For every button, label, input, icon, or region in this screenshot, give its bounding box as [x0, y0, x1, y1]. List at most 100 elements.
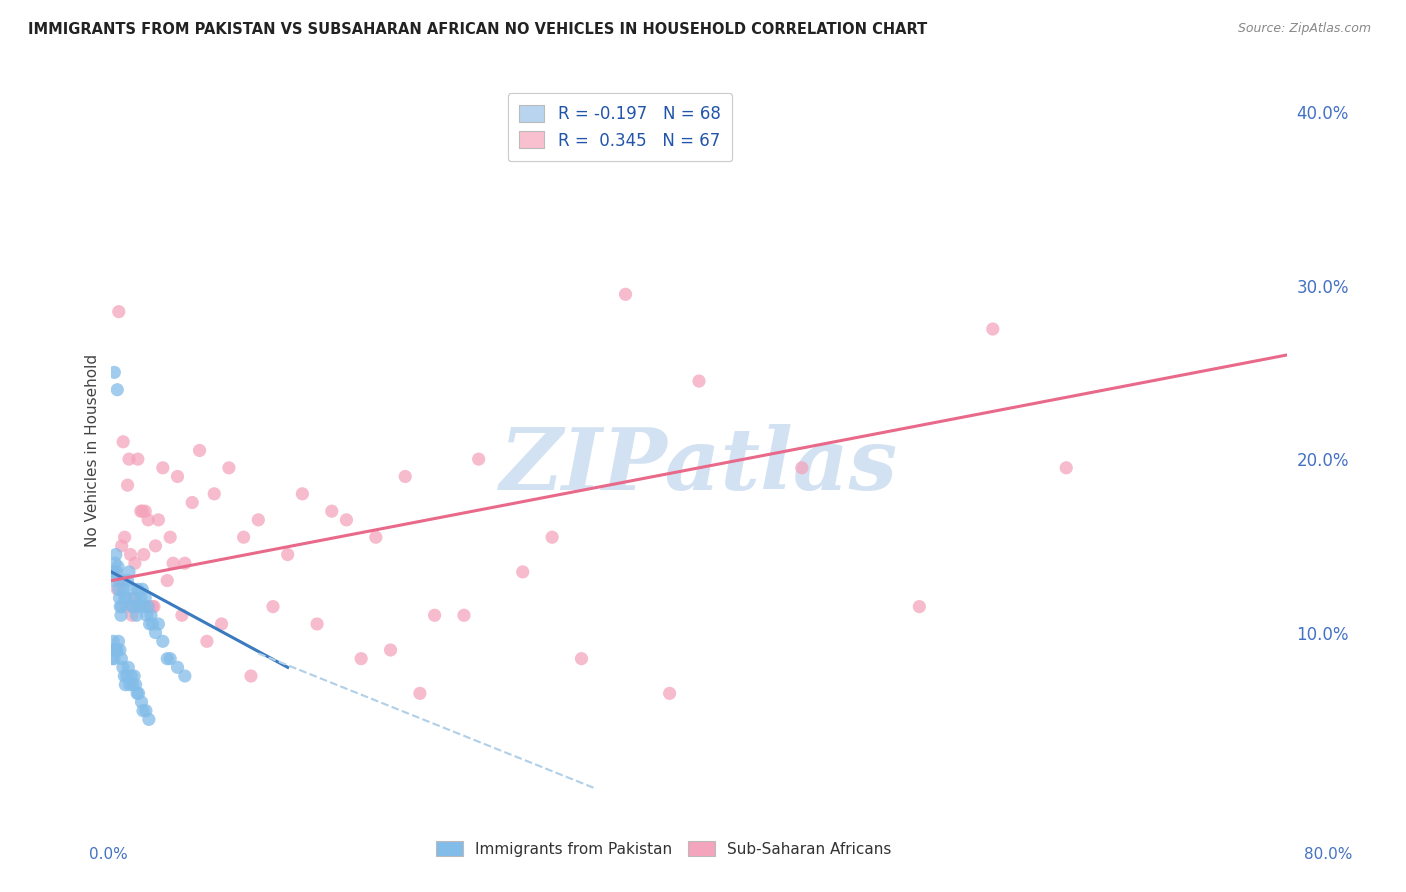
Point: [105, 565, 128, 579]
Point: [202, 487, 225, 501]
Point: [162, 556, 184, 570]
Point: [394, 469, 416, 483]
Point: [127, 452, 149, 467]
Point: [105, 582, 128, 597]
Point: [132, 599, 155, 614]
Point: [134, 591, 156, 605]
Point: [124, 556, 146, 570]
Point: [141, 599, 163, 614]
Point: [136, 513, 159, 527]
Point: [132, 548, 155, 562]
Y-axis label: No Vehicles in Household: No Vehicles in Household: [86, 354, 100, 547]
Point: [129, 591, 152, 605]
Point: [129, 504, 152, 518]
Point: [105, 383, 128, 397]
Point: [101, 651, 124, 665]
Point: [127, 582, 149, 597]
Point: [115, 591, 138, 605]
Point: [291, 487, 314, 501]
Point: [152, 460, 174, 475]
Point: [170, 608, 193, 623]
Point: [139, 608, 162, 623]
Point: [124, 678, 146, 692]
Point: [120, 582, 142, 597]
Point: [148, 617, 170, 632]
Point: [121, 599, 143, 614]
Point: [141, 617, 163, 632]
Point: [1054, 460, 1077, 475]
Point: [467, 452, 489, 467]
Point: [131, 582, 153, 597]
Point: [380, 643, 402, 657]
Point: [108, 643, 131, 657]
Text: 0.0%: 0.0%: [89, 847, 128, 862]
Point: [114, 678, 136, 692]
Point: [423, 608, 446, 623]
Point: [156, 574, 179, 588]
Point: [103, 365, 125, 379]
Point: [120, 669, 142, 683]
Point: [128, 686, 150, 700]
Point: [104, 643, 127, 657]
Point: [232, 530, 254, 544]
Point: [981, 322, 1004, 336]
Point: [166, 469, 188, 483]
Point: [159, 530, 181, 544]
Point: [120, 548, 142, 562]
Point: [122, 599, 145, 614]
Point: [131, 504, 153, 518]
Point: [114, 591, 136, 605]
Point: [112, 669, 135, 683]
Point: [277, 548, 299, 562]
Point: [112, 434, 135, 449]
Point: [110, 651, 132, 665]
Point: [188, 443, 211, 458]
Point: [111, 660, 134, 674]
Point: [112, 582, 135, 597]
Point: [104, 643, 127, 657]
Point: [114, 530, 136, 544]
Point: [166, 660, 188, 674]
Point: [117, 574, 139, 588]
Point: [138, 712, 160, 726]
Point: [239, 669, 262, 683]
Point: [111, 574, 134, 588]
Point: [101, 643, 124, 657]
Point: [104, 556, 127, 570]
Text: IMMIGRANTS FROM PAKISTAN VS SUBSAHARAN AFRICAN NO VEHICLES IN HOUSEHOLD CORRELAT: IMMIGRANTS FROM PAKISTAN VS SUBSAHARAN A…: [28, 22, 928, 37]
Point: [108, 591, 131, 605]
Point: [335, 513, 357, 527]
Point: [688, 374, 710, 388]
Point: [571, 651, 593, 665]
Point: [512, 565, 534, 579]
Point: [110, 574, 132, 588]
Point: [110, 608, 132, 623]
Point: [350, 651, 373, 665]
Point: [181, 495, 204, 509]
Point: [122, 669, 145, 683]
Point: [145, 539, 167, 553]
Point: [118, 678, 141, 692]
Point: [125, 599, 148, 614]
Point: [136, 599, 159, 614]
Point: [115, 669, 138, 683]
Point: [173, 556, 195, 570]
Point: [159, 651, 181, 665]
Point: [173, 669, 195, 683]
Point: [104, 548, 127, 562]
Point: [118, 565, 141, 579]
Point: [908, 599, 931, 614]
Point: [541, 530, 564, 544]
Point: [409, 686, 432, 700]
Point: [195, 634, 218, 648]
Point: [790, 460, 813, 475]
Point: [453, 608, 475, 623]
Point: [107, 574, 129, 588]
Point: [111, 539, 134, 553]
Point: [145, 625, 167, 640]
Point: [103, 574, 125, 588]
Point: [118, 452, 141, 467]
Point: [247, 513, 270, 527]
Point: [115, 599, 138, 614]
Point: [117, 478, 139, 492]
